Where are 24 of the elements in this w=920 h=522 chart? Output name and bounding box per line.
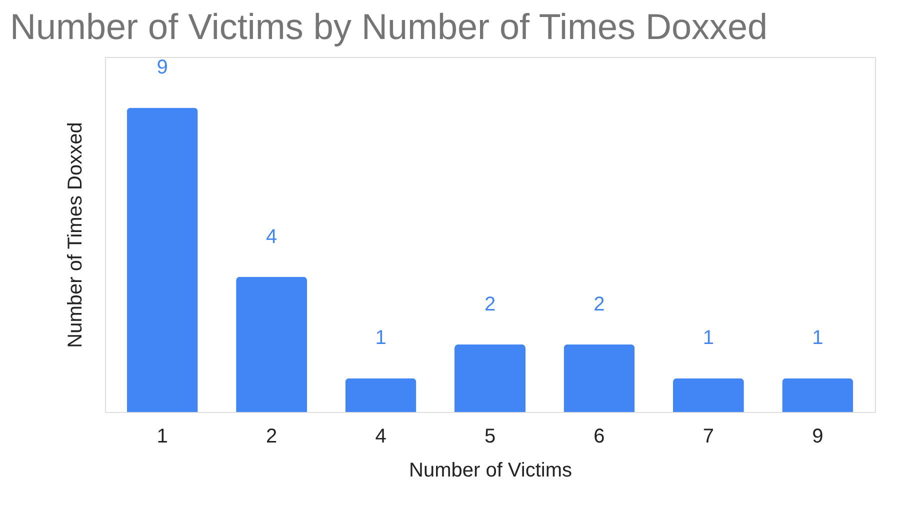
bar	[564, 344, 635, 412]
data-label: 1	[375, 327, 386, 350]
data-label: 4	[266, 226, 278, 248]
data-label: 1	[702, 327, 714, 350]
y-axis-title: Number of Times Doxxed	[64, 122, 86, 348]
x-tick-label: 2	[266, 426, 278, 448]
x-tick-label: 9	[812, 426, 824, 448]
data-label: 9	[156, 56, 168, 79]
data-label: 1	[812, 327, 824, 350]
x-tick-label: 7	[702, 426, 714, 448]
bar	[672, 378, 744, 412]
x-tick-label: 1	[156, 426, 168, 448]
chart-title: Number of Victims by Number of Times Doxxed	[10, 6, 768, 47]
x-tick-label: 4	[375, 426, 386, 448]
x-tick-label: 5	[484, 426, 496, 448]
bar	[345, 378, 416, 412]
data-label: 2	[594, 293, 605, 316]
bar	[454, 344, 526, 412]
bar	[782, 378, 854, 412]
x-tick-label: 6	[594, 426, 605, 448]
x-axis-title: Number of Victims	[408, 460, 572, 482]
bar	[236, 276, 308, 412]
bar	[126, 108, 198, 412]
data-label: 2	[484, 293, 496, 316]
